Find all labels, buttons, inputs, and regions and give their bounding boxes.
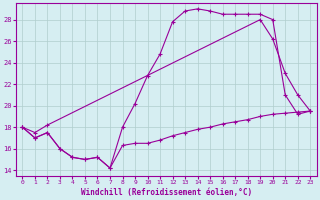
X-axis label: Windchill (Refroidissement éolien,°C): Windchill (Refroidissement éolien,°C) — [81, 188, 252, 197]
